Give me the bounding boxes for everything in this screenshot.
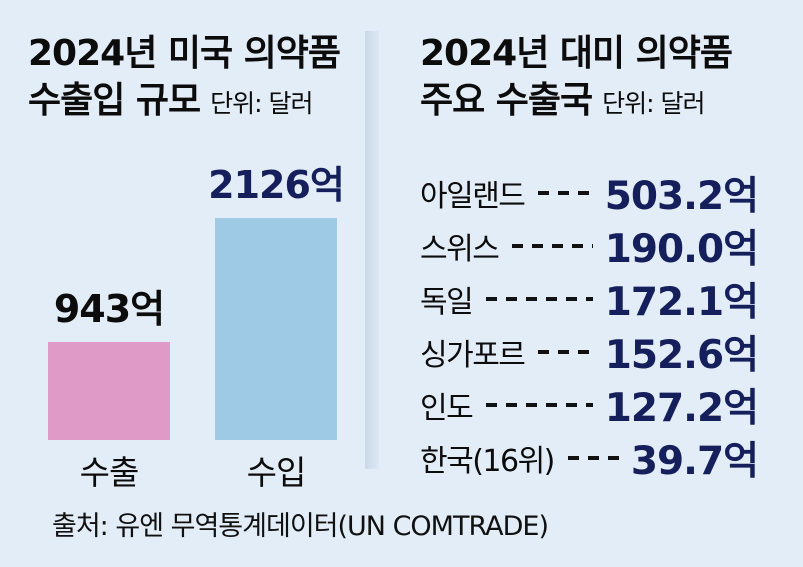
- country-ranking-list: 아일랜드 503.2억 스위스 190.0억 독일 172.1억 싱가포르 15…: [420, 166, 759, 484]
- import-bar-value: 2126억: [208, 163, 345, 207]
- country-name: 인도: [420, 390, 474, 426]
- right-title-line2: 주요 수출국 단위: 달러: [420, 80, 706, 121]
- country-value: 127.2억: [604, 385, 759, 431]
- list-item: 독일 172.1억: [420, 272, 759, 325]
- right-panel-title: 2024년 대미 의약품 주요 수출국 단위: 달러: [420, 30, 733, 127]
- dashed-leader: [512, 243, 593, 248]
- left-title-line2: 수출입 규모 단위: 달러: [28, 80, 314, 121]
- dashed-leader: [538, 349, 593, 354]
- country-value: 39.7억: [630, 438, 759, 484]
- country-value: 172.1억: [604, 279, 759, 325]
- right-title-line1: 2024년 대미 의약품: [420, 33, 733, 74]
- list-item: 인도 127.2억: [420, 378, 759, 431]
- country-name: 스위스: [420, 231, 500, 267]
- export-bar-group: 943억: [48, 278, 170, 440]
- country-name: 독일: [420, 284, 474, 320]
- list-item: 한국(16위) 39.7억: [420, 431, 759, 484]
- import-bar-group: 2126억: [208, 154, 345, 440]
- import-bar: [215, 218, 337, 440]
- list-item: 스위스 190.0억: [420, 219, 759, 272]
- import-bar-label: 수입: [246, 453, 307, 492]
- country-value: 503.2억: [604, 173, 759, 219]
- dashed-leader: [538, 190, 593, 195]
- export-bar-value: 943억: [53, 287, 165, 331]
- section-divider: [365, 31, 379, 469]
- country-name: 한국(16위): [420, 443, 555, 479]
- left-unit-label: 단위: 달러: [210, 89, 313, 118]
- source-credit: 출처: 유엔 무역통계데이터(UN COMTRADE): [52, 511, 549, 542]
- right-unit-label: 단위: 달러: [602, 89, 705, 118]
- export-bar: [48, 342, 170, 440]
- dashed-leader: [486, 402, 593, 407]
- dashed-leader: [486, 296, 593, 301]
- left-title-line1: 2024년 미국 의약품: [28, 33, 341, 74]
- country-value: 190.0억: [604, 226, 759, 272]
- export-bar-label: 수출: [79, 453, 140, 492]
- list-item: 아일랜드 503.2억: [420, 166, 759, 219]
- dashed-leader: [567, 455, 619, 460]
- country-value: 152.6억: [604, 332, 759, 378]
- country-name: 싱가포르: [420, 337, 526, 373]
- country-name: 아일랜드: [420, 178, 526, 214]
- left-panel-title: 2024년 미국 의약품 수출입 규모 단위: 달러: [28, 30, 341, 127]
- list-item: 싱가포르 152.6억: [420, 325, 759, 378]
